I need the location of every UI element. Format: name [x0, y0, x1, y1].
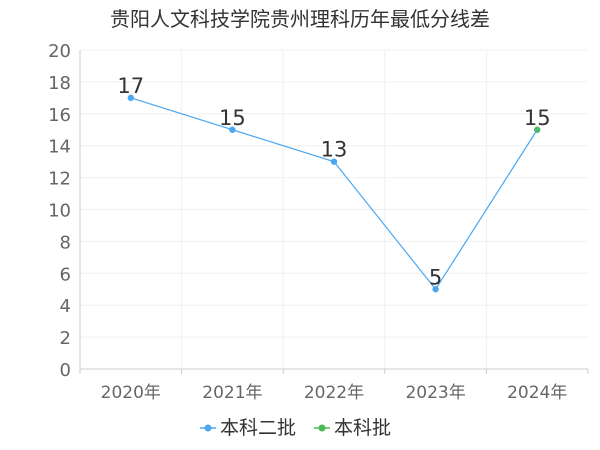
y-tick-label: 8 — [60, 232, 71, 253]
y-tick-label: 14 — [48, 137, 71, 158]
data-label: 15 — [524, 106, 551, 130]
y-tick-label: 16 — [48, 105, 71, 126]
y-tick-label: 0 — [60, 360, 71, 381]
legend-label: 本科二批 — [220, 417, 296, 439]
data-label-layer: 17 15 13 5 15 — [117, 74, 550, 289]
chart-title: 贵阳人文科技学院贵州理科历年最低分线差 — [110, 7, 490, 31]
data-label: 15 — [219, 106, 246, 130]
data-point — [229, 126, 236, 133]
x-tick-label: 2023年 — [405, 383, 465, 403]
data-point — [330, 158, 338, 165]
series-connector-line — [435, 129, 538, 290]
series-layer — [127, 94, 541, 293]
data-label: 17 — [117, 74, 144, 98]
y-tick-label: 6 — [60, 264, 71, 285]
x-tick-label: 2020年 — [101, 383, 161, 403]
legend-label: 本科批 — [334, 417, 391, 439]
axis-layer: 0 2 4 6 8 10 12 14 16 18 20 2020年 2021年 2022年 2023年 202… — [48, 41, 589, 403]
x-tick-label: 2022年 — [304, 383, 364, 403]
x-tick-label: 2024年 — [507, 383, 567, 403]
y-tick-label: 12 — [48, 169, 71, 190]
y-tick-label: 2 — [60, 328, 71, 349]
grid-layer — [80, 49, 588, 369]
data-label: 13 — [321, 138, 348, 162]
y-tick-label: 10 — [48, 201, 71, 222]
y-tick-label: 20 — [48, 41, 71, 62]
data-point — [127, 94, 134, 102]
legend-marker — [204, 424, 212, 432]
y-tick-label: 18 — [48, 73, 71, 94]
legend-marker — [318, 424, 326, 432]
x-tick-label: 2021年 — [202, 383, 262, 403]
y-tick-label: 4 — [60, 296, 71, 317]
data-label: 5 — [429, 265, 442, 289]
series-line — [130, 97, 437, 290]
legend: 本科二批 本科批 — [200, 417, 391, 439]
